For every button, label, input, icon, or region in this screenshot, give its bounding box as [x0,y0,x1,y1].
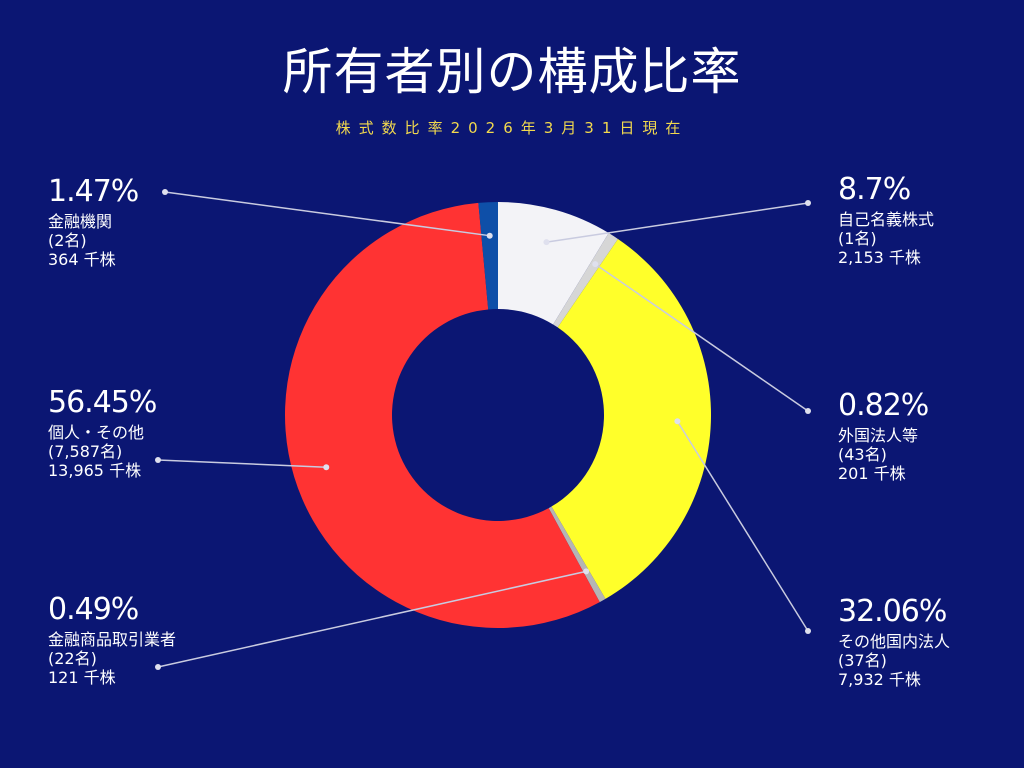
slice-holders: (2名) [48,231,87,251]
slice-shares: 7,932 千株 [838,670,921,690]
leader-line [164,191,490,237]
slice-percent: 56.45% [48,385,157,420]
slice-name: 個人・その他 [48,423,145,442]
donut-slice [553,233,618,328]
slice-percent: 32.06% [838,594,947,629]
donut-slice [285,202,600,628]
leader-dot [805,200,811,206]
leader-dot [162,189,168,195]
slice-holders: (43名) [838,445,887,465]
donut-slice [551,238,711,599]
page-title: 所有者別の構成比率 [282,43,742,101]
slice-name: その他国内法人 [838,632,951,651]
donut-slice [548,506,606,603]
leader-line [546,202,809,243]
leader-line [594,263,809,412]
slice-name: 金融機関 [48,212,113,231]
slice-holders: (7,587名) [48,442,123,462]
leader-dot [155,664,161,670]
leader-line [676,420,809,632]
slice-label: 0.49% 金融商品取引業者 (22名) 121 千株 [48,592,176,688]
slice-label: 32.06% その他国内法人 (37名) 7,932 千株 [838,594,950,690]
leader-dot [674,418,681,425]
slice-name: 外国法人等 [838,426,919,445]
slice-label: 0.82% 外国法人等 (43名) 201 千株 [838,388,929,484]
slice-shares: 364 千株 [48,250,116,270]
slice-shares: 201 千株 [838,464,906,484]
slice-holders: (37名) [838,651,887,671]
leader-dot [805,408,811,414]
page-subtitle: 株式数比率2026年3月31日現在 [335,119,689,137]
donut-slice [498,202,609,325]
leader-dot [583,568,590,575]
leader-dot [323,464,330,471]
leader-dot [155,457,161,463]
slice-percent: 1.47% [48,174,139,209]
slice-name: 自己名義株式 [838,210,935,229]
slice-percent: 8.7% [838,172,911,207]
leader-line [157,570,587,668]
slice-name: 金融商品取引業者 [48,630,177,649]
leader-dot [805,628,811,634]
donut-slice [478,202,498,310]
leader-dot [486,232,493,239]
slice-holders: (22名) [48,649,97,669]
slice-shares: 13,965 千株 [48,461,142,481]
slice-shares: 2,153 千株 [838,248,921,268]
leader-line [157,459,327,468]
slice-label: 8.7% 自己名義株式 (1名) 2,153 千株 [838,172,934,268]
leader-dot [543,239,550,246]
slice-percent: 0.82% [838,388,929,423]
slice-label: 1.47% 金融機関 (2名) 364 千株 [48,174,139,270]
slice-holders: (1名) [838,229,877,249]
slice-shares: 121 千株 [48,668,116,688]
leader-dot [592,261,599,268]
slice-label: 56.45% 個人・その他 (7,587名) 13,965 千株 [48,385,157,481]
slice-percent: 0.49% [48,592,139,627]
